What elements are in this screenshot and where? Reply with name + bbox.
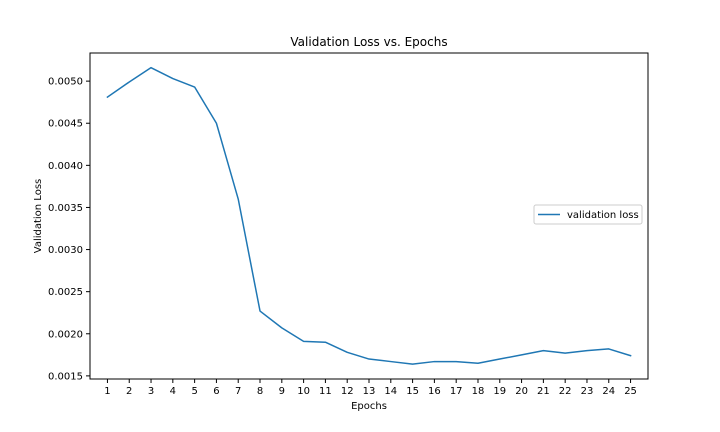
x-tick-label: 23 <box>581 386 594 397</box>
y-tick-label: 0.0045 <box>48 119 83 130</box>
y-tick-label: 0.0040 <box>48 161 83 172</box>
x-tick-label: 11 <box>319 386 332 397</box>
x-tick-label: 15 <box>406 386 419 397</box>
y-tick-label: 0.0020 <box>48 329 83 340</box>
x-tick-label: 9 <box>279 386 285 397</box>
x-tick-label: 8 <box>257 386 263 397</box>
x-tick-label: 21 <box>537 386 550 397</box>
x-tick-label: 22 <box>559 386 572 397</box>
x-tick-label: 18 <box>472 386 485 397</box>
x-tick-label: 20 <box>515 386 528 397</box>
x-tick-label: 13 <box>363 386 376 397</box>
chart-title: Validation Loss vs. Epochs <box>290 35 447 49</box>
x-axis-label: Epochs <box>351 401 387 412</box>
x-tick-label: 25 <box>624 386 637 397</box>
y-tick-label: 0.0035 <box>48 203 83 214</box>
y-axis: 0.0015 0.0020 0.0025 0.0030 0.0035 0.0040 0.00… <box>48 77 90 382</box>
x-tick-label: 4 <box>170 386 176 397</box>
x-tick-label: 19 <box>493 386 506 397</box>
x-tick-label: 12 <box>341 386 354 397</box>
x-tick-label: 2 <box>126 386 132 397</box>
x-tick-label: 10 <box>297 386 310 397</box>
series-line-validation-loss <box>106 66 632 365</box>
x-tick-label: 5 <box>191 386 197 397</box>
x-tick-label: 1 <box>104 386 110 397</box>
y-tick-label: 0.0050 <box>48 77 83 88</box>
series-layer <box>106 66 632 365</box>
y-axis-label: Validation Loss <box>33 179 44 254</box>
y-tick-label: 0.0030 <box>48 245 83 256</box>
x-tick-label: 14 <box>384 386 397 397</box>
x-tick-label: 17 <box>450 386 463 397</box>
y-tick-label: 0.0025 <box>48 287 83 298</box>
legend-label-validation-loss: validation loss <box>567 210 639 221</box>
y-tick-label: 0.0015 <box>48 371 83 382</box>
x-tick-label: 24 <box>602 386 615 397</box>
legend-box <box>533 204 643 225</box>
x-tick-label: 7 <box>235 386 241 397</box>
x-tick-label: 16 <box>428 386 441 397</box>
x-tick-label: 6 <box>213 386 219 397</box>
x-tick-label: 3 <box>148 386 154 397</box>
legend: validation loss <box>533 204 643 225</box>
x-axis: 1 2 3 4 5 6 7 8 9 10 11 12 13 14 15 16 17 18 19 20 21 22 23 24 2… <box>104 379 637 397</box>
